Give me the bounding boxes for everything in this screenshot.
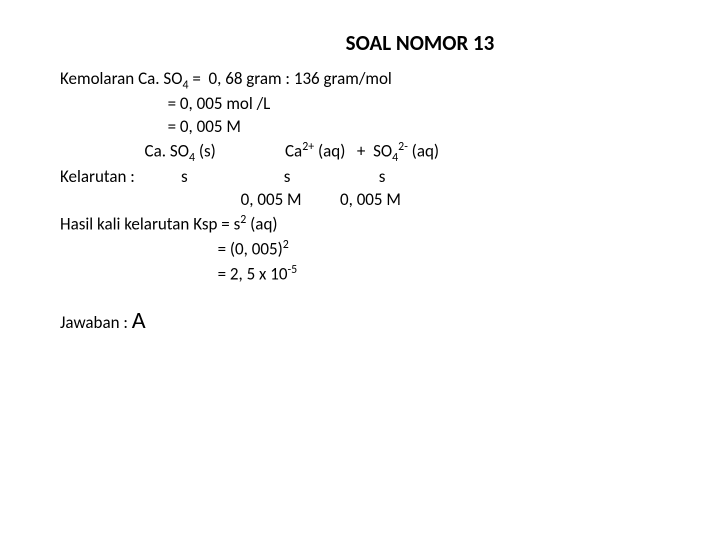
l7b: (aq)	[246, 214, 277, 235]
answer-label: Jawaban :	[60, 312, 132, 333]
line-4: Ca. SO4 (s) Ca2+ (aq) + SO42- (aq)	[60, 139, 660, 166]
slide-title: SOAL NOMOR 13	[180, 30, 660, 56]
line-2: = 0, 005 mol /L	[60, 93, 660, 116]
l1a: Kemolaran Ca. SO	[60, 68, 182, 89]
l7a: Hasil kali kelarutan Ksp = s	[60, 214, 240, 235]
line-5: Kelarutan : s s s	[60, 166, 660, 189]
supminus5: -5	[287, 263, 297, 277]
line-1: Kemolaran Ca. SO4 = 0, 68 gram : 136 gra…	[60, 68, 660, 93]
line-8: = (0, 005)2	[60, 237, 660, 262]
solution-body: Kemolaran Ca. SO4 = 0, 68 gram : 136 gra…	[60, 68, 660, 286]
answer-line: Jawaban : A	[60, 306, 660, 335]
sup2minus: 2-	[398, 140, 408, 154]
l4b: (s) Ca	[195, 141, 302, 162]
l9a: = 2, 5 x 10	[60, 263, 287, 284]
l4a: Ca. SO	[60, 141, 189, 162]
line-6: 0, 005 M 0, 005 M	[60, 189, 660, 212]
line-3: = 0, 005 M	[60, 116, 660, 139]
sup2b: 2	[283, 238, 289, 252]
sup2plus: 2+	[302, 140, 314, 154]
line-7: Hasil kali kelarutan Ksp = s2 (aq)	[60, 212, 660, 237]
line-9: = 2, 5 x 10-5	[60, 262, 660, 287]
l4c: (aq) + SO	[314, 141, 392, 162]
l1b: = 0, 68 gram : 136 gram/mol	[189, 68, 392, 89]
answer-value: A	[132, 306, 146, 335]
l8a: = (0, 005)	[60, 239, 283, 260]
l4d: (aq)	[408, 141, 439, 162]
